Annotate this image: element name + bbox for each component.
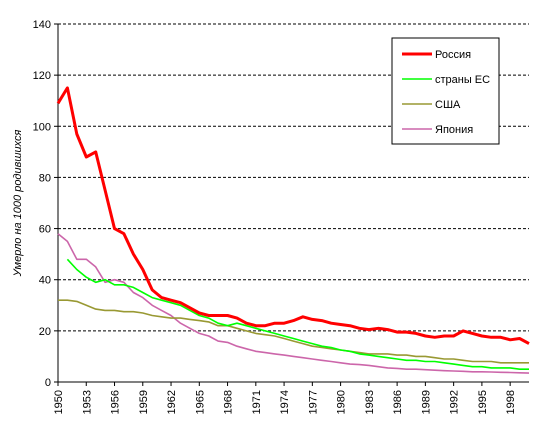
x-tick-label: 1980	[336, 390, 348, 414]
x-tick-label: 1956	[110, 390, 122, 414]
legend-label: Россия	[435, 49, 471, 61]
legend-label: США	[435, 99, 461, 111]
series-line-2	[58, 299, 529, 364]
x-tick-label: 1953	[81, 390, 93, 414]
x-tick-label: 1962	[166, 390, 178, 414]
y-tick-label: 100	[33, 121, 51, 133]
y-tick-label: 80	[39, 172, 51, 184]
y-tick-label: 60	[39, 224, 51, 236]
y-tick-label: 140	[33, 19, 51, 31]
y-tick-label: 20	[39, 326, 51, 338]
legend-label: страны ЕС	[435, 74, 490, 86]
x-tick-label: 1965	[194, 390, 206, 414]
x-tick-label: 1974	[279, 390, 291, 414]
x-ticks: 1950 1953 1956 1959 1962 1965 1968 1971 1974 1977…	[53, 382, 517, 414]
legend-items: Россия страны ЕС США Япония	[402, 49, 490, 136]
y-tick-label: 40	[39, 275, 51, 287]
axes	[57, 24, 529, 383]
legend: Россия страны ЕС США Япония	[391, 37, 500, 145]
x-tick-label: 1977	[307, 390, 319, 414]
x-tick-label: 1989	[420, 390, 432, 414]
x-tick-label: 1950	[53, 390, 65, 414]
y-axis-label: Умерло на 1000 родившихся	[12, 130, 24, 278]
series-line-1	[66, 258, 529, 371]
y-ticks: 0 20 40 60 80 100 120 140	[33, 19, 58, 389]
x-tick-label: 1983	[364, 390, 376, 414]
series-line-0	[56, 86, 530, 345]
legend-label: Япония	[435, 124, 473, 136]
y-tick-label: 120	[33, 70, 51, 82]
x-tick-label: 1968	[223, 390, 235, 414]
series-line-3	[57, 233, 530, 374]
x-tick-label: 1992	[449, 390, 461, 414]
x-tick-label: 1998	[505, 390, 517, 414]
legend-box	[391, 37, 500, 145]
y-tick-label: 0	[45, 377, 51, 389]
x-tick-label: 1959	[138, 390, 150, 414]
x-tick-label: 1986	[392, 390, 404, 414]
x-tick-label: 1995	[477, 390, 489, 414]
series	[56, 86, 530, 374]
x-tick-label: 1971	[251, 390, 263, 414]
